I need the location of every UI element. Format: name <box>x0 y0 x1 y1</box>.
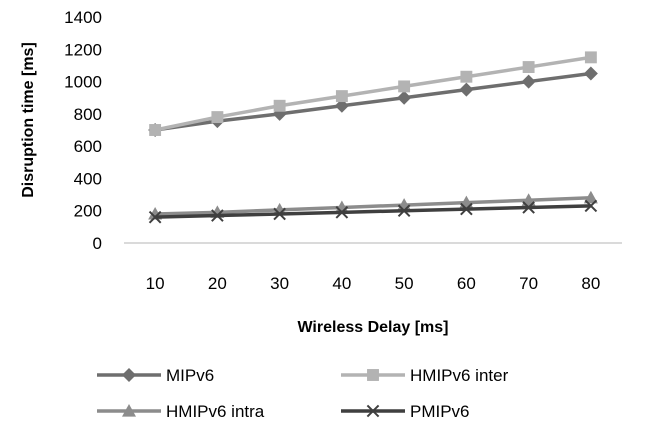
series-mipv6 <box>148 66 598 137</box>
x-marker-stroke <box>584 199 598 213</box>
x-tick-label: 30 <box>270 274 289 293</box>
legend-marker <box>366 404 380 418</box>
legend-label: HMIPv6 inter <box>410 366 509 385</box>
data-point <box>584 199 598 213</box>
data-point <box>334 98 349 113</box>
x-marker-stroke <box>335 206 349 219</box>
x-marker-stroke <box>366 404 380 418</box>
x-tick-label: 20 <box>208 274 227 293</box>
data-point <box>583 66 598 81</box>
series-line <box>154 71 592 132</box>
series-layer <box>148 51 598 224</box>
x-tick-label: 50 <box>395 274 414 293</box>
data-point <box>583 190 598 204</box>
y-axis: 0 200 400 600 800 1000 1200 1400 <box>64 8 102 253</box>
legend-label: MIPv6 <box>166 366 214 385</box>
series-line <box>155 204 591 219</box>
y-tick-label: 600 <box>74 137 102 156</box>
data-point <box>397 90 412 105</box>
legend-marker <box>122 368 136 382</box>
legend-item: PMIPv6 <box>341 402 470 421</box>
data-point <box>522 201 535 214</box>
x-marker-stroke <box>460 202 473 216</box>
data-point <box>335 206 349 219</box>
x-axis-label: Wireless Delay [ms] <box>297 319 448 336</box>
x-axis: 10 20 30 40 50 60 70 80 <box>124 242 622 293</box>
legend-label: PMIPv6 <box>410 402 470 421</box>
x-tick-label: 70 <box>519 274 538 293</box>
x-marker-stroke <box>273 207 286 221</box>
legend: MIPv6 HMIPv6 inter HMIPv6 intra PMIPv6 <box>97 366 509 421</box>
y-tick-label: 1200 <box>64 40 102 59</box>
y-tick-label: 800 <box>74 105 102 124</box>
data-point <box>335 90 348 103</box>
series-line <box>155 196 591 216</box>
data-point <box>459 82 474 97</box>
x-tick-label: 60 <box>457 274 476 293</box>
x-marker-stroke <box>148 210 162 224</box>
series-hmipv6-inter <box>149 51 597 136</box>
legend-item: HMIPv6 intra <box>97 402 265 421</box>
data-point <box>460 202 473 216</box>
y-tick-label: 200 <box>74 202 102 221</box>
data-point <box>522 61 535 73</box>
legend-marker <box>367 369 379 381</box>
legend-item: MIPv6 <box>97 366 214 385</box>
y-axis-label: Disruption time [ms] <box>20 42 37 198</box>
y-tick-label: 400 <box>74 169 102 188</box>
data-point <box>148 210 162 224</box>
data-point <box>211 111 224 124</box>
x-marker-stroke <box>211 209 224 222</box>
data-point <box>584 51 597 64</box>
x-tick-label: 80 <box>581 274 600 293</box>
x-tick-label: 40 <box>332 274 351 293</box>
data-point <box>149 124 162 136</box>
legend-label: HMIPv6 intra <box>166 402 265 421</box>
x-tick-label: 10 <box>146 274 165 293</box>
y-tick-label: 1400 <box>64 8 102 27</box>
y-tick-label: 0 <box>93 234 102 253</box>
y-tick-label: 1000 <box>64 73 102 92</box>
data-point <box>273 99 286 112</box>
data-point <box>273 207 286 221</box>
data-point <box>460 70 473 83</box>
data-point <box>398 80 411 93</box>
data-point <box>521 74 536 89</box>
series-pmipv6 <box>148 199 598 224</box>
x-marker-stroke <box>522 201 535 214</box>
x-marker-stroke <box>397 204 411 218</box>
series-line <box>154 55 592 132</box>
legend-item: HMIPv6 inter <box>341 366 509 385</box>
legend-marker <box>122 404 136 417</box>
data-point <box>211 209 224 222</box>
data-point <box>397 204 411 218</box>
